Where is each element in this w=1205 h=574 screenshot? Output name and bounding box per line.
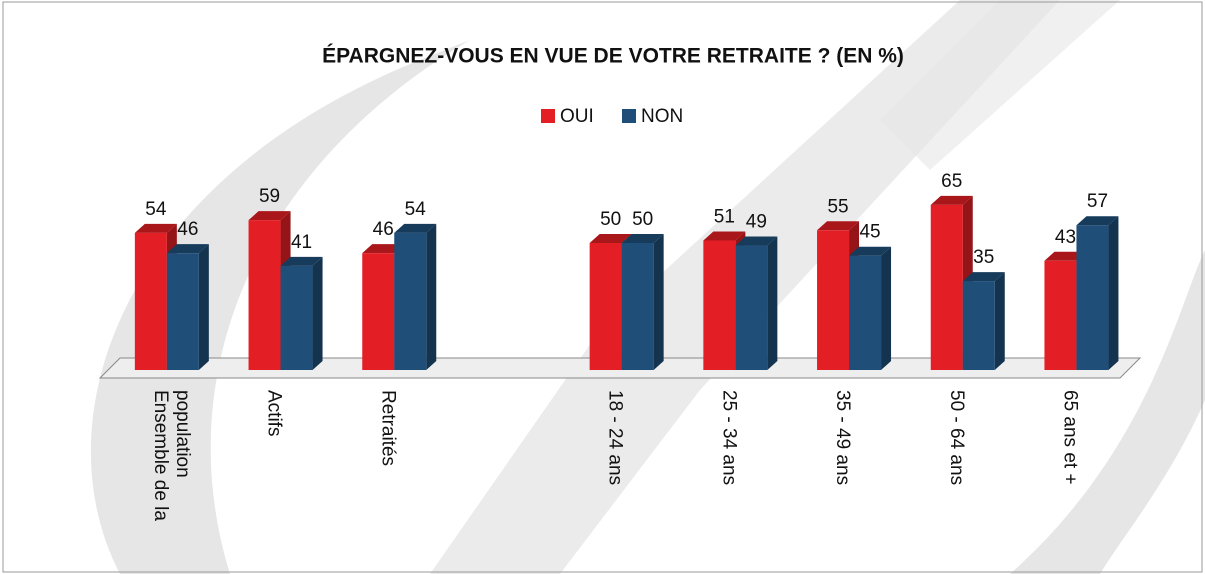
bar-front xyxy=(621,243,654,370)
bar-top xyxy=(703,231,746,241)
bar-side xyxy=(881,246,892,370)
bar-side xyxy=(653,234,664,370)
bar-side xyxy=(994,272,1005,370)
bar xyxy=(621,234,664,370)
data-label: 45 xyxy=(859,222,880,243)
data-label: 50 xyxy=(600,209,621,230)
bar-front xyxy=(962,281,995,370)
data-label: 49 xyxy=(746,212,767,233)
bar-top xyxy=(1044,251,1087,261)
bar-top xyxy=(1076,216,1119,226)
x-tick-label: Retraités xyxy=(377,390,399,467)
bar-front xyxy=(1044,260,1077,370)
bar-side xyxy=(767,236,778,370)
bar-top xyxy=(394,223,437,233)
bar xyxy=(1076,216,1119,370)
bar xyxy=(849,246,892,370)
bar-side xyxy=(312,256,323,370)
data-label: 46 xyxy=(373,219,394,240)
bar-front xyxy=(589,243,622,370)
bar-front xyxy=(166,253,199,370)
bar-top xyxy=(362,244,405,254)
bar-top xyxy=(589,234,632,243)
data-label: 51 xyxy=(714,206,735,227)
legend-swatch xyxy=(541,109,555,123)
bar-front xyxy=(362,253,395,370)
bar-top xyxy=(735,236,778,246)
bar-top xyxy=(248,211,291,221)
bar-side xyxy=(1108,216,1119,370)
legend-swatch xyxy=(622,109,636,123)
bar-top xyxy=(280,256,323,266)
bar-front xyxy=(930,204,963,370)
bar-top xyxy=(849,246,892,256)
data-label: 41 xyxy=(291,232,312,253)
bar-top xyxy=(166,244,209,254)
x-tick-label: 65 ans et + xyxy=(1059,390,1081,485)
chart-title: ÉPARGNEZ-VOUS EN VUE DE VOTRE RETRAITE ?… xyxy=(322,45,904,68)
bar-side xyxy=(426,223,437,370)
bar-top xyxy=(621,234,664,243)
data-label: 65 xyxy=(941,171,962,192)
x-tick-label: 25 - 34 ans xyxy=(718,390,740,486)
data-label: 54 xyxy=(405,199,427,220)
bar-top xyxy=(134,223,177,233)
bar-front xyxy=(849,255,882,370)
bar-front xyxy=(394,232,427,370)
bar xyxy=(735,236,778,370)
data-label: 50 xyxy=(632,209,653,230)
bar xyxy=(962,272,1005,370)
x-tick-label: 18 - 24 ans xyxy=(604,390,626,486)
bar-top xyxy=(817,221,860,231)
x-tick-label: 35 - 49 ans xyxy=(832,390,854,486)
bar-front xyxy=(817,230,850,370)
bar xyxy=(166,244,209,370)
data-label: 54 xyxy=(145,199,167,220)
bar-front xyxy=(703,240,736,370)
data-label: 59 xyxy=(259,186,280,207)
legend-label: NON xyxy=(641,106,683,127)
bar-front xyxy=(735,245,768,370)
bar xyxy=(394,223,437,370)
data-label: 46 xyxy=(177,219,198,240)
legend-label: OUI xyxy=(560,106,594,127)
bar-side xyxy=(198,244,209,370)
bar-front xyxy=(1076,225,1109,370)
data-label: 35 xyxy=(973,247,994,268)
x-tick-label: Ensemble de la population xyxy=(149,390,193,521)
data-label: 57 xyxy=(1087,191,1108,212)
bar-front xyxy=(280,265,313,370)
x-tick-label: Actifs xyxy=(263,390,285,437)
x-tick-label: 50 - 64 ans xyxy=(945,390,967,486)
bar-front xyxy=(248,220,281,370)
bar xyxy=(280,256,323,370)
data-label: 55 xyxy=(827,196,848,217)
bar-top xyxy=(930,195,973,205)
data-label: 43 xyxy=(1055,227,1076,248)
bar-front xyxy=(134,232,167,370)
bar-top xyxy=(962,272,1005,282)
